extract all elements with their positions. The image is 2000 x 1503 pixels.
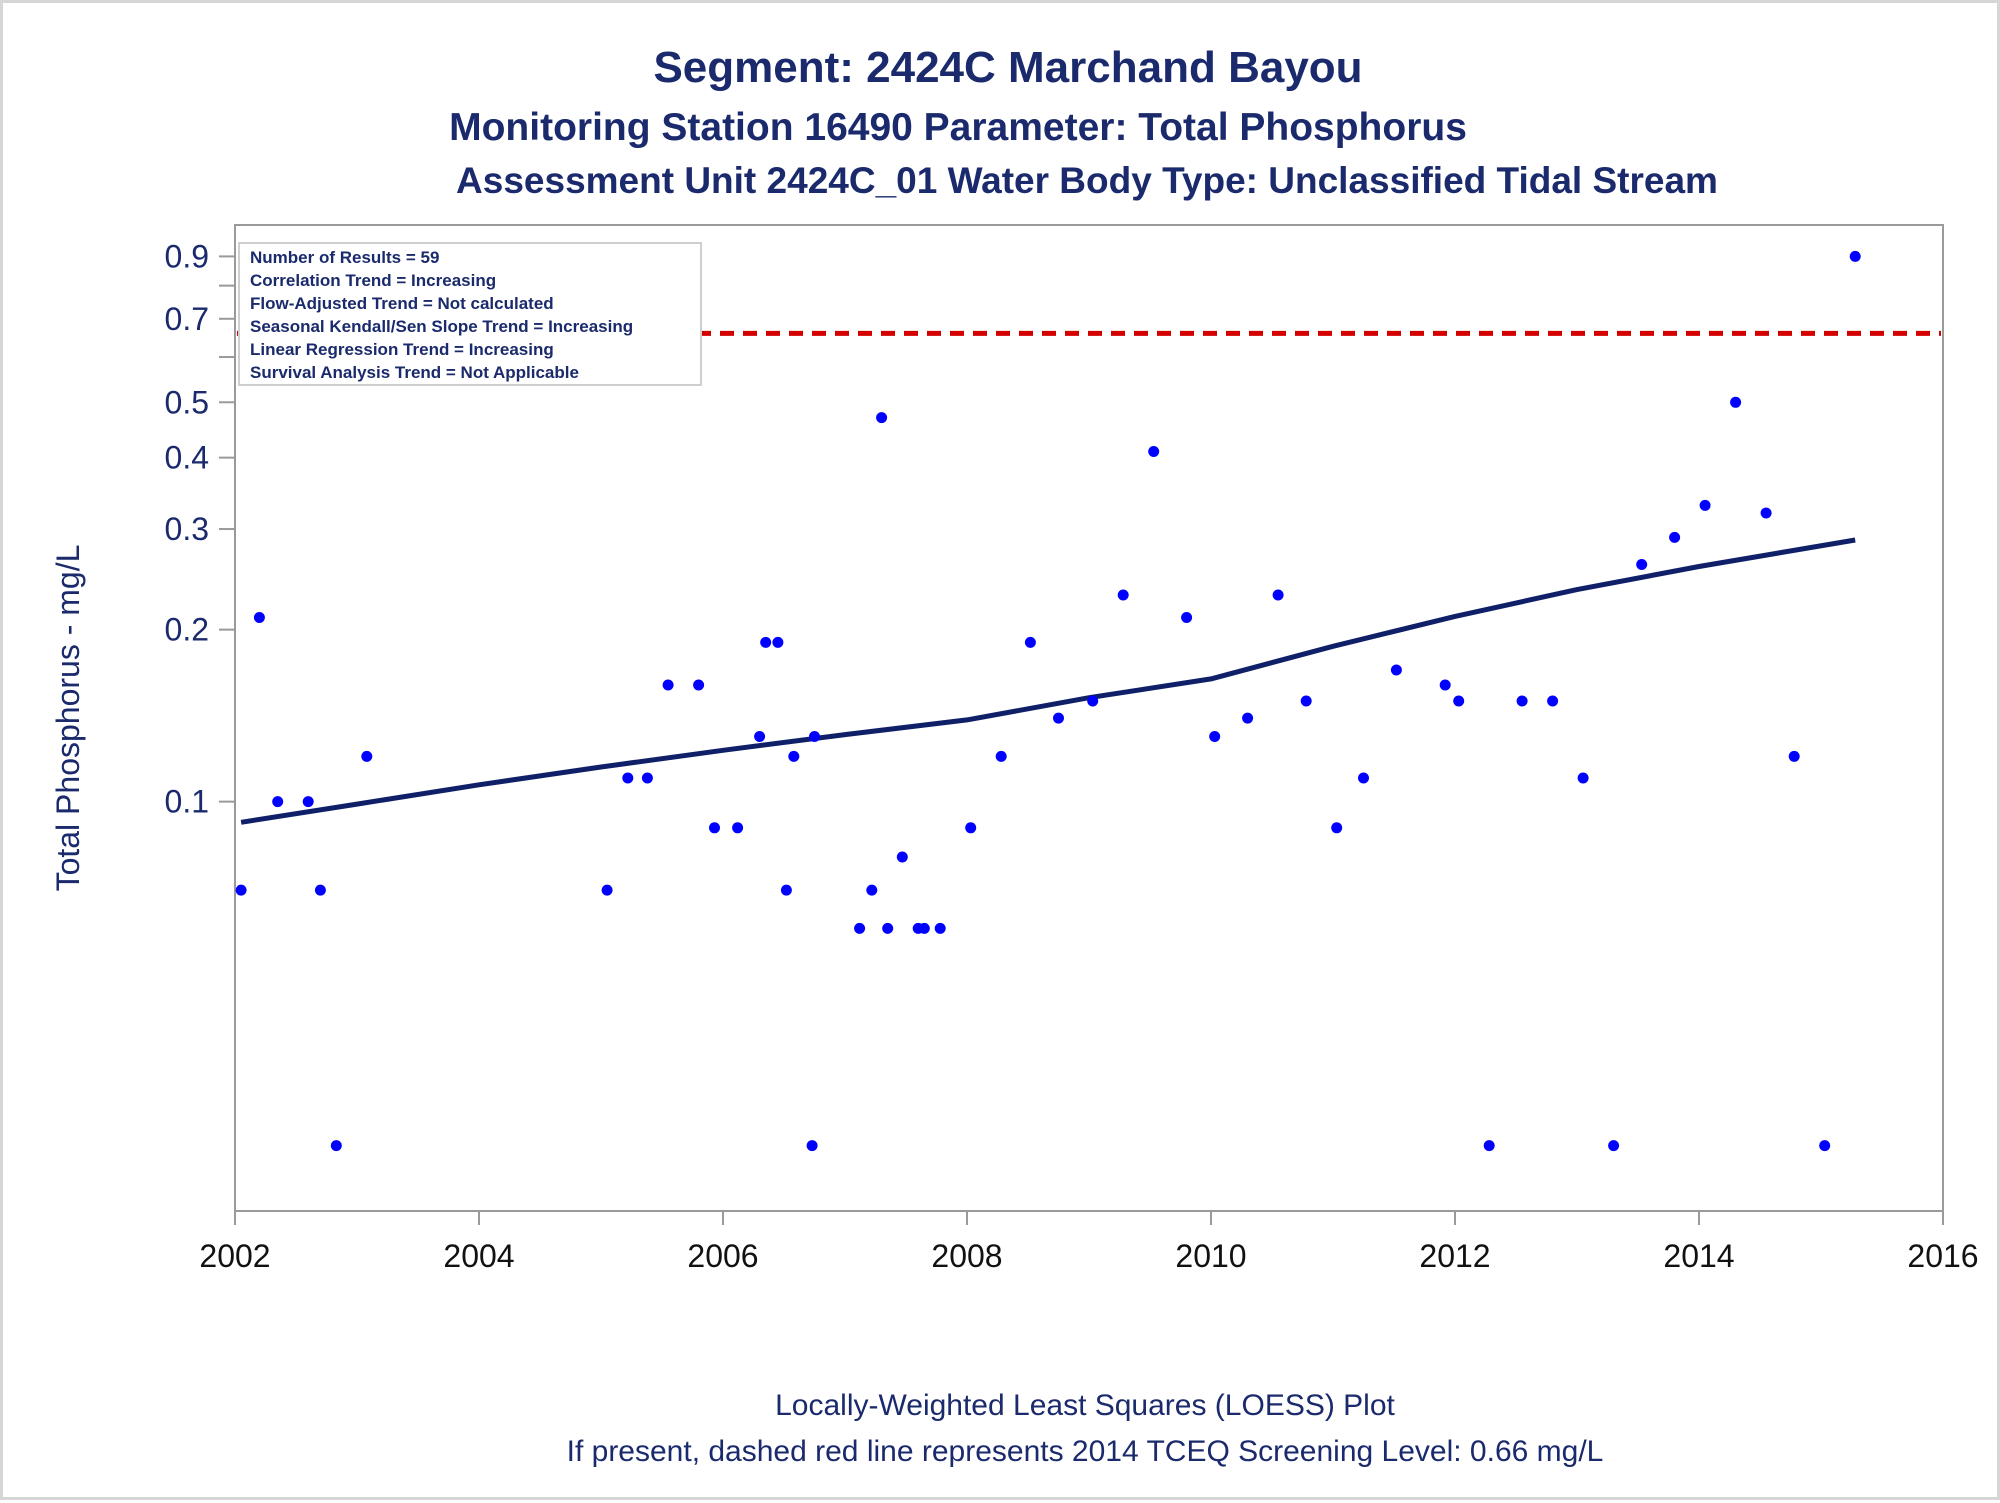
- data-point: [1331, 822, 1343, 834]
- data-point: [1636, 559, 1648, 570]
- x-tick-label: 2012: [1419, 1238, 1490, 1274]
- chart-title: Segment: 2424C Marchand Bayou: [653, 43, 1362, 92]
- data-point: [709, 822, 720, 834]
- data-point: [809, 731, 820, 742]
- data-point: [1577, 772, 1589, 784]
- data-point: [995, 750, 1007, 762]
- y-axis: 0.1 0.2 0.3 0.4 0.5 0.7 0.9: [165, 238, 235, 820]
- data-point: [314, 884, 326, 896]
- data-point: [601, 884, 613, 896]
- x-axis: 2002 2004 2006 2008 2010 2012 2014 2016: [199, 1211, 1979, 1274]
- data-point: [1669, 531, 1681, 543]
- footer-loess-label: Locally-Weighted Least Squares (LOESS) P…: [775, 1389, 1395, 1422]
- x-tick-label: 2006: [687, 1238, 758, 1274]
- data-point: [1608, 1140, 1620, 1152]
- info-correlation-trend: Correlation Trend = Increasing: [250, 271, 496, 290]
- data-point: [1300, 695, 1312, 707]
- data-point: [622, 772, 634, 784]
- data-point: [1087, 695, 1099, 707]
- points-layer: [235, 250, 1861, 1152]
- chart-subtitle-assessment: Assessment Unit 2424C_01 Water Body Type…: [456, 160, 1718, 201]
- data-point: [1699, 499, 1711, 511]
- y-tick-label: 0.3: [165, 511, 209, 547]
- x-tick-label: 2008: [931, 1238, 1002, 1274]
- data-point: [866, 884, 878, 896]
- data-point: [235, 884, 247, 896]
- data-point: [780, 884, 792, 896]
- data-point: [1439, 679, 1451, 691]
- x-tick-label: 2002: [199, 1238, 270, 1274]
- data-point: [1242, 712, 1254, 724]
- chart-subtitle-station: Monitoring Station 16490 Parameter: Tota…: [449, 106, 1467, 149]
- y-tick-label: 0.7: [165, 301, 209, 337]
- y-tick-label: 0.1: [165, 784, 209, 820]
- info-seasonal-kendall-trend: Seasonal Kendall/Sen Slope Trend = Incre…: [250, 317, 633, 336]
- data-point: [1547, 695, 1559, 707]
- x-tick-label: 2004: [443, 1238, 514, 1274]
- plot-area: [234, 224, 1944, 1212]
- data-point: [918, 922, 930, 934]
- data-point: [934, 922, 946, 934]
- data-point: [1516, 695, 1528, 707]
- data-point: [272, 796, 284, 808]
- data-point: [361, 750, 373, 762]
- data-point: [1760, 507, 1772, 519]
- data-point: [641, 772, 653, 784]
- x-tick-label: 2016: [1907, 1238, 1978, 1274]
- data-point: [788, 750, 800, 762]
- data-point: [1272, 589, 1284, 601]
- data-point: [732, 822, 744, 834]
- data-point: [1053, 712, 1064, 724]
- data-point: [330, 1140, 342, 1152]
- footer-screening-note: If present, dashed red line represents 2…: [567, 1435, 1604, 1468]
- info-box-border: [238, 242, 702, 386]
- y-tick-label: 0.9: [165, 238, 209, 274]
- loess-trend-line: [240, 537, 1856, 825]
- data-point: [754, 731, 766, 742]
- data-point: [854, 922, 866, 934]
- data-point: [1390, 664, 1402, 676]
- x-tick-label: 2010: [1175, 1238, 1246, 1274]
- trend-info-box: Number of Results = 59 Correlation Trend…: [238, 242, 702, 386]
- data-point: [302, 796, 314, 808]
- data-point: [882, 922, 894, 934]
- data-point: [1148, 446, 1160, 457]
- data-point: [662, 679, 674, 691]
- data-point: [1788, 750, 1800, 762]
- data-point: [1117, 589, 1129, 601]
- data-point: [772, 636, 784, 648]
- data-point: [1024, 636, 1036, 648]
- data-point: [965, 822, 977, 834]
- y-axis-label: Total Phosphorus - mg/L: [50, 545, 86, 892]
- data-point: [876, 412, 888, 424]
- info-survival-analysis-trend: Survival Analysis Trend = Not Applicable: [250, 363, 579, 382]
- data-point: [1819, 1140, 1831, 1152]
- data-point: [1730, 396, 1742, 408]
- data-point: [1358, 772, 1369, 784]
- data-point: [1181, 612, 1193, 623]
- info-number-of-results: Number of Results = 59: [250, 248, 439, 267]
- loess-layer: [240, 537, 1856, 825]
- info-linear-regression-trend: Linear Regression Trend = Increasing: [250, 340, 554, 359]
- data-point: [1453, 695, 1465, 707]
- info-flow-adjusted-trend: Flow-Adjusted Trend = Not calculated: [250, 294, 554, 313]
- data-point: [693, 679, 705, 691]
- data-point: [760, 636, 772, 648]
- chart-svg: Segment: 2424C Marchand Bayou Monitoring…: [50, 43, 1979, 1468]
- y-tick-label: 0.2: [165, 612, 209, 648]
- data-point: [806, 1140, 818, 1152]
- y-tick-label: 0.5: [165, 384, 209, 420]
- x-tick-label: 2014: [1663, 1238, 1734, 1274]
- data-point: [1209, 731, 1221, 742]
- data-point: [1483, 1140, 1495, 1152]
- y-tick-label: 0.4: [165, 440, 209, 476]
- data-point: [253, 612, 265, 623]
- data-point: [1849, 250, 1861, 262]
- data-point: [896, 851, 908, 863]
